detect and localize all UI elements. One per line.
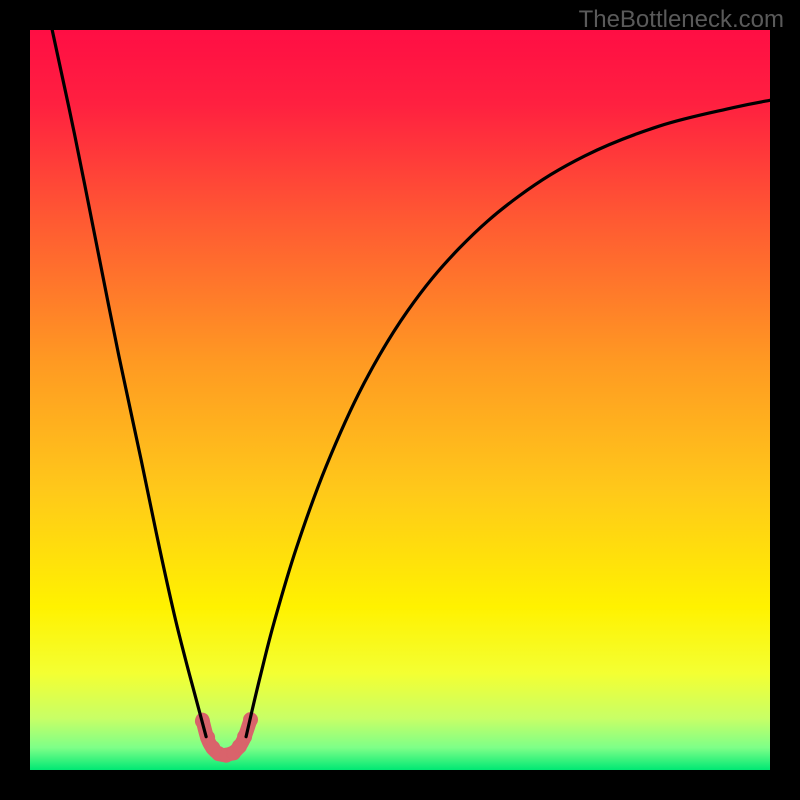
plot-area [30, 30, 770, 770]
chart-frame: TheBottleneck.com [0, 0, 800, 800]
plot-svg [30, 30, 770, 770]
gradient-background [30, 30, 770, 770]
